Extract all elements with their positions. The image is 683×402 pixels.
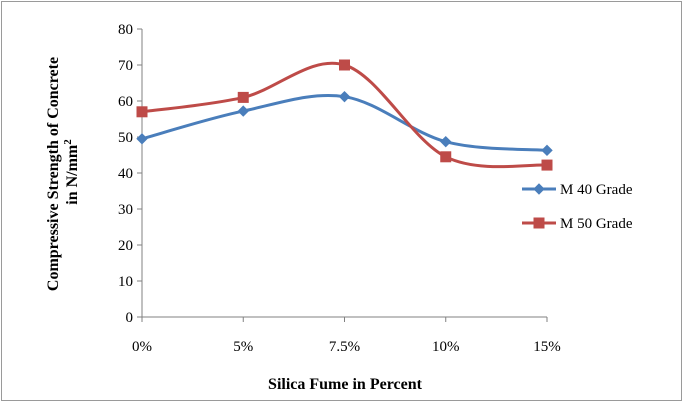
- x-tick-label: 7.5%: [329, 339, 360, 355]
- x-tick-label: 5%: [233, 339, 253, 355]
- legend-item: M 40 Grade: [522, 182, 633, 198]
- data-point: [541, 144, 553, 157]
- y-axis-title-line1: Compressive Strength of Concrete: [45, 57, 62, 291]
- y-tick-label: 80: [118, 22, 133, 38]
- y-axis-title-line2: in N/mm2: [62, 139, 81, 205]
- y-tick-label: 10: [118, 274, 133, 290]
- legend-marker: [533, 183, 545, 195]
- y-axis-title-superscript: 2: [62, 139, 74, 145]
- legend-label: M 40 Grade: [560, 182, 633, 198]
- y-tick-label: 50: [118, 130, 133, 146]
- data-point: [440, 151, 452, 163]
- data-point: [136, 133, 148, 145]
- data-point: [136, 106, 148, 118]
- data-point: [541, 159, 553, 171]
- x-tick-label: 0%: [132, 339, 152, 355]
- y-tick-label: 20: [118, 238, 133, 254]
- x-axis-title: Silica Fume in Percent: [268, 376, 423, 393]
- series-2: [136, 59, 553, 171]
- legend-marker: [533, 217, 545, 229]
- series-1: [136, 90, 553, 157]
- legend: M 40 Grade M 50 Grade: [522, 182, 633, 232]
- y-axis: 0 10 20 30 40 50 60 70 80: [118, 22, 143, 326]
- data-point: [338, 90, 351, 103]
- y-tick-label: 70: [118, 58, 133, 74]
- data-point: [339, 59, 350, 71]
- legend-item: M 50 Grade: [522, 216, 633, 232]
- data-point: [237, 91, 249, 103]
- x-tick-label: 15%: [533, 339, 561, 355]
- y-tick-label: 0: [126, 310, 134, 326]
- series-line: [141, 61, 548, 169]
- y-tick-label: 30: [118, 202, 133, 218]
- legend-label: M 50 Grade: [560, 216, 633, 232]
- y-axis-title: Compressive Strength of Concrete in N/mm…: [45, 53, 81, 291]
- x-tick-label: 10%: [432, 339, 460, 355]
- data-point: [440, 135, 452, 148]
- y-tick-label: 60: [118, 94, 133, 110]
- y-tick-label: 40: [118, 166, 133, 182]
- series-group: [136, 59, 553, 171]
- data-point: [237, 105, 249, 117]
- x-axis: 0% 5% 7.5% 10% 15%: [132, 316, 561, 355]
- y-axis-title-unit: in N/mm: [64, 144, 81, 205]
